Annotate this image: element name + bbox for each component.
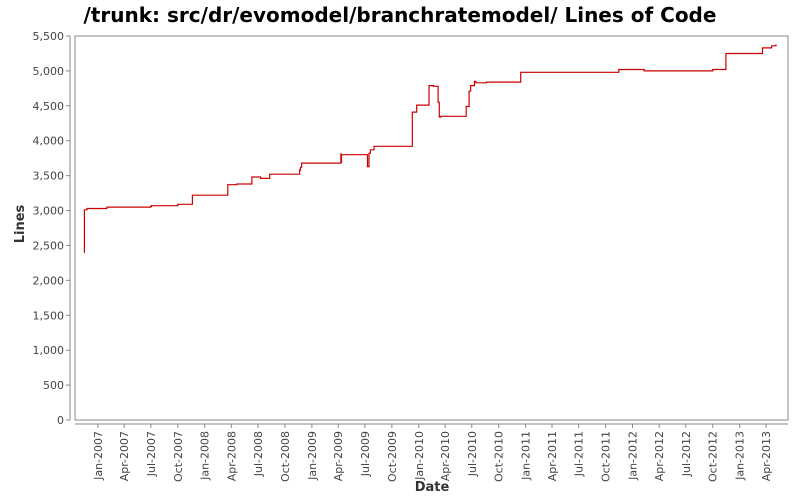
x-tick-label: Jan-2007 bbox=[92, 431, 105, 481]
x-tick-label: Jul-2012 bbox=[680, 431, 693, 477]
x-tick-label: Jan-2010 bbox=[413, 431, 426, 481]
x-tick-label: Jul-2011 bbox=[573, 431, 586, 477]
y-tick-label: 5,500 bbox=[33, 30, 65, 43]
y-tick-label: 4,500 bbox=[33, 100, 65, 113]
x-tick-label: Apr-2010 bbox=[439, 431, 452, 481]
plot-area bbox=[74, 35, 789, 421]
series-line bbox=[83, 44, 777, 253]
y-tick-label: 2,000 bbox=[33, 274, 65, 287]
x-tick-label: Apr-2008 bbox=[225, 431, 238, 481]
series-group bbox=[83, 44, 777, 253]
x-tick-label: Jan-2008 bbox=[199, 431, 212, 481]
x-tick-label: Oct-2011 bbox=[600, 431, 613, 482]
x-tick-label: Jul-2010 bbox=[466, 431, 479, 477]
x-axis-ticks: Jan-2007 Apr-2007 Jul-2007 Oct-2007 Jan-2008… bbox=[92, 424, 773, 482]
y-tick-label: 3,500 bbox=[33, 170, 65, 183]
y-axis-label: Lines bbox=[13, 204, 28, 243]
y-tick-label: 500 bbox=[43, 379, 64, 392]
x-tick-label: Jul-2009 bbox=[359, 431, 372, 477]
x-axis-label: Date bbox=[415, 480, 450, 495]
x-tick-label: Apr-2009 bbox=[332, 431, 345, 481]
y-tick-label: 3,000 bbox=[33, 205, 65, 218]
y-tick-label: 4,000 bbox=[33, 135, 65, 148]
y-tick-label: 5,000 bbox=[33, 65, 65, 78]
y-tick-label: 0 bbox=[57, 414, 64, 427]
y-axis-ticks: 0 500 1,000 1,500 2,000 2,500 3,000 3,500 4,000 4… bbox=[33, 30, 70, 427]
x-tick-label: Oct-2007 bbox=[172, 431, 185, 482]
x-tick-label: Oct-2012 bbox=[707, 431, 720, 482]
x-tick-label: Apr-2013 bbox=[760, 431, 773, 481]
chart-title: /trunk: src/dr/evomodel/branchratemodel/… bbox=[84, 3, 717, 27]
x-tick-label: Jan-2013 bbox=[734, 431, 747, 481]
x-tick-label: Jul-2008 bbox=[252, 431, 265, 477]
x-tick-label: Oct-2010 bbox=[493, 431, 506, 482]
x-tick-label: Jul-2007 bbox=[145, 431, 158, 477]
x-tick-label: Oct-2009 bbox=[386, 431, 399, 482]
x-tick-label: Jan-2009 bbox=[306, 431, 319, 481]
y-tick-label: 2,500 bbox=[33, 239, 65, 252]
x-tick-label: Apr-2011 bbox=[546, 431, 559, 481]
x-tick-label: Oct-2008 bbox=[279, 431, 292, 482]
y-tick-label: 1,500 bbox=[33, 309, 65, 322]
x-tick-label: Apr-2007 bbox=[118, 431, 131, 481]
y-tick-label: 1,000 bbox=[33, 344, 65, 357]
x-tick-label: Jan-2011 bbox=[520, 431, 533, 481]
x-tick-label: Apr-2012 bbox=[653, 431, 666, 481]
x-tick-label: Jan-2012 bbox=[627, 431, 640, 481]
